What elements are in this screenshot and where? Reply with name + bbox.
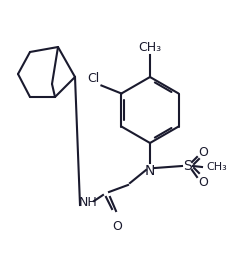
Text: O: O — [198, 145, 208, 159]
Text: O: O — [198, 176, 208, 188]
Text: Cl: Cl — [87, 72, 99, 85]
Text: CH₃: CH₃ — [206, 162, 227, 172]
Text: N: N — [145, 164, 155, 178]
Text: O: O — [112, 220, 122, 233]
Text: NH: NH — [79, 196, 97, 210]
Text: S: S — [184, 159, 192, 173]
Text: CH₃: CH₃ — [139, 41, 161, 54]
